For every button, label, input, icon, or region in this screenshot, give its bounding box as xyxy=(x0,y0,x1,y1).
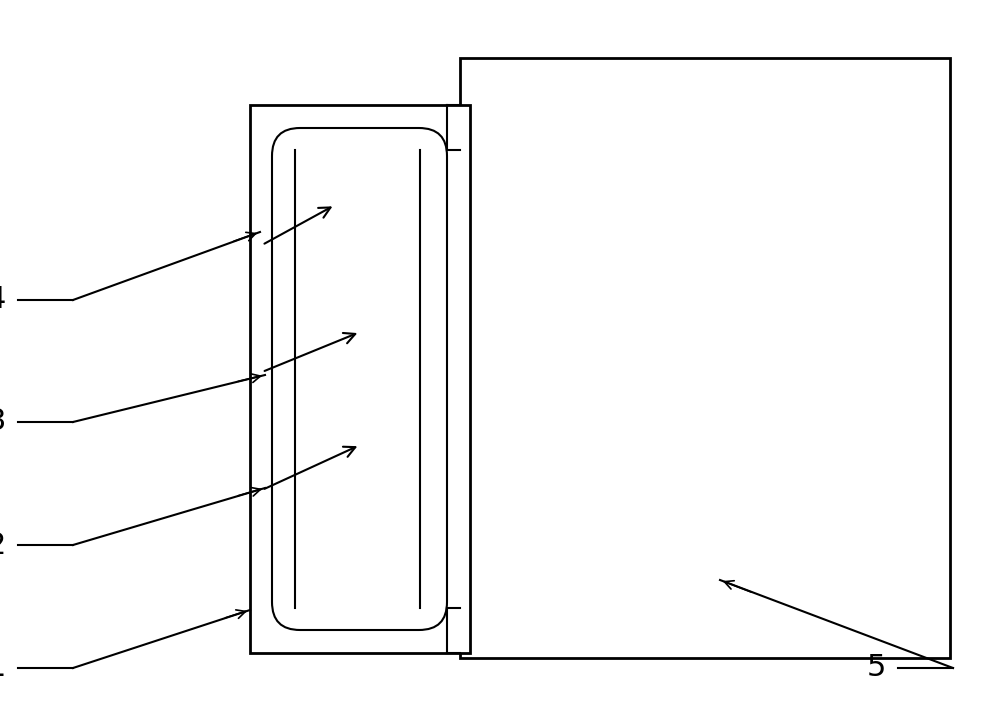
Text: 4: 4 xyxy=(0,286,6,314)
Text: 3: 3 xyxy=(0,407,6,437)
FancyBboxPatch shape xyxy=(272,128,447,630)
Bar xyxy=(250,105,470,653)
Bar xyxy=(460,58,950,658)
Text: 2: 2 xyxy=(0,531,6,559)
Text: 5: 5 xyxy=(867,654,886,682)
Text: 1: 1 xyxy=(0,654,6,682)
